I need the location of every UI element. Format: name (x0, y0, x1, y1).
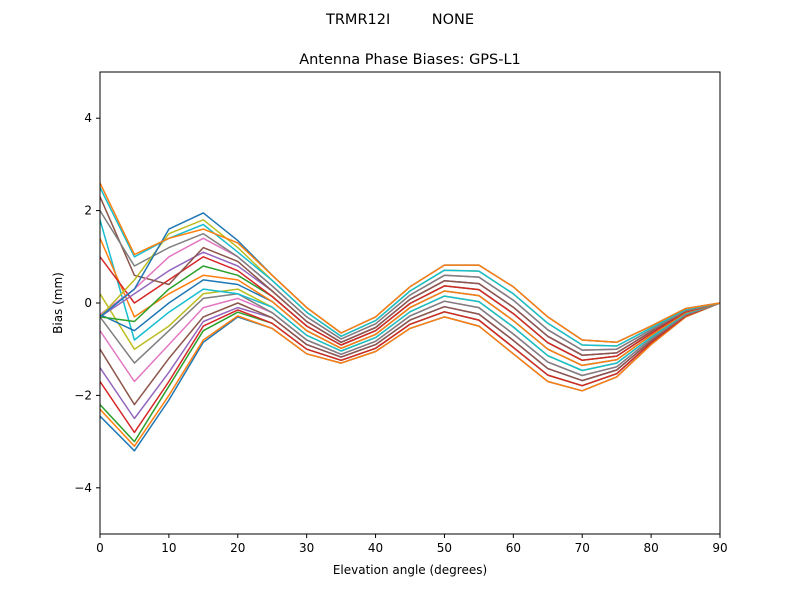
series-line-21 (100, 182, 720, 344)
x-tick-label: 50 (437, 541, 452, 555)
series-line-17 (100, 210, 720, 351)
x-tick-label: 10 (161, 541, 176, 555)
y-tick-label: 0 (84, 296, 92, 310)
series-line-3 (100, 302, 720, 434)
x-tick-label: 90 (712, 541, 727, 555)
x-tick-label: 70 (575, 541, 590, 555)
suptitle: TRMR12I NONE (325, 12, 474, 28)
series-lines (100, 182, 720, 452)
series-line-18 (100, 219, 720, 347)
y-tick-label: 2 (84, 204, 92, 218)
x-tick-label: 30 (299, 541, 314, 555)
series-line-1 (100, 302, 720, 447)
y-tick-label: −2 (74, 388, 92, 402)
x-axis-label: Elevation angle (degrees) (333, 563, 487, 577)
series-line-13 (100, 256, 720, 362)
x-tick-label: 0 (96, 541, 104, 555)
series-line-19 (100, 187, 720, 347)
chart-title: Antenna Phase Biases: GPS-L1 (299, 52, 521, 68)
series-line-15 (100, 196, 720, 356)
x-tick-label: 40 (368, 541, 383, 555)
x-tick-label: 20 (230, 541, 245, 555)
series-line-9 (100, 219, 720, 372)
x-axis: 0 10 20 30 40 50 60 70 80 90 (96, 534, 728, 555)
y-axis: −4 −2 0 2 4 (74, 111, 100, 495)
series-line-16 (100, 237, 720, 351)
series-line-5 (100, 302, 720, 406)
series-line-11 (100, 237, 720, 367)
y-tick-label: 4 (84, 111, 92, 125)
series-line-7 (100, 293, 720, 377)
x-tick-label: 60 (506, 541, 521, 555)
y-axis-label: Bias (mm) (51, 272, 65, 334)
y-tick-label: −4 (74, 481, 92, 495)
x-tick-label: 80 (643, 541, 658, 555)
